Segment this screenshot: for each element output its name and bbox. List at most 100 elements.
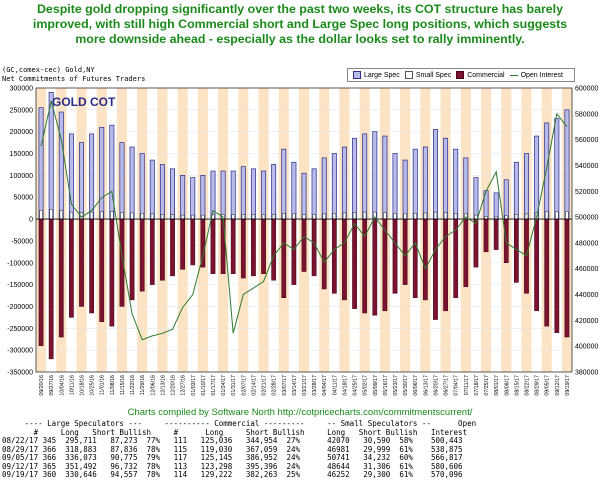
legend-label: Large Spec (364, 71, 400, 79)
large-spec-bar (220, 170, 226, 220)
legend-item-small-spec: Small Spec (404, 71, 452, 79)
small-spec-bar (191, 214, 195, 220)
small-spec-bar (241, 213, 246, 220)
x-tick-label: 01/10/17 (201, 375, 207, 396)
large-spec-bar (230, 170, 236, 220)
x-tick-label: 06/06/17 (413, 375, 419, 396)
commercial-bar (190, 218, 196, 266)
legend-item-open-interest: Open Interest (509, 72, 563, 79)
small-spec-bar (292, 213, 296, 220)
commercial-bar (402, 218, 408, 285)
commercial-bar (544, 218, 550, 327)
chart-symbol-label: (GC,comex-cec) Gold,NY (2, 66, 95, 74)
y-right-tick-label: 560000 (575, 137, 598, 144)
table-header: ---- Large Speculators --- ---------- Co… (2, 419, 477, 428)
table-row: 08/22/17 345 295,711 87,273 77% 111 125,… (2, 436, 463, 445)
x-tick-label: 08/01/17 (494, 375, 500, 396)
commercial-bar (99, 218, 105, 323)
y-right-tick-label: 420000 (575, 318, 598, 325)
small-spec-bar (555, 211, 559, 220)
small-spec-bar (100, 211, 104, 220)
table-row: 09/05/17 366 336,073 90,775 79% 117 125,… (2, 453, 463, 462)
x-tick-label: 06/13/17 (423, 375, 429, 396)
x-tick-label: 06/27/17 (444, 375, 450, 396)
commercial-bar (463, 218, 469, 288)
table-row: 09/19/17 360 330,646 94,557 78% 114 129,… (2, 470, 463, 479)
commercial-bar (149, 218, 155, 285)
commercial-bar (48, 218, 54, 360)
small-spec-bar (322, 213, 326, 220)
x-tick-label: 08/15/17 (514, 375, 520, 396)
legend-swatch (404, 71, 413, 79)
commercial-bar (160, 218, 165, 281)
large-spec-bar (109, 124, 115, 220)
x-tick-label: 12/06/16 (150, 375, 156, 396)
y-left-tick-label: -150000 (7, 282, 33, 289)
large-spec-bar (311, 168, 317, 220)
small-spec-bar (271, 213, 276, 220)
large-spec-bar (139, 153, 145, 220)
x-tick-label: 07/25/17 (484, 375, 490, 396)
commercial-bar (311, 218, 317, 277)
x-tick-label: 02/28/17 (272, 375, 278, 396)
large-spec-bar (261, 170, 267, 220)
y-left-tick-label: -200000 (7, 304, 33, 311)
x-tick-label: 08/29/17 (535, 375, 541, 396)
small-spec-bar (362, 211, 367, 220)
small-spec-bar (352, 212, 357, 220)
plot-frame (35, 87, 573, 373)
headline-line: improved, with still high Commercial sho… (32, 17, 568, 31)
commercial-bar (180, 218, 186, 270)
legend-label: Small Spec (415, 71, 452, 79)
y-left-tick-label: 300000 (10, 86, 33, 93)
x-tick-label: 09/27/16 (49, 375, 55, 396)
x-tick-label: 05/09/17 (373, 375, 379, 396)
large-spec-bar (180, 175, 186, 220)
x-tick-label: 03/28/17 (312, 375, 318, 396)
small-spec-bar (140, 213, 144, 220)
x-tick-label: 07/18/17 (474, 375, 480, 396)
x-tick-label: 03/14/17 (292, 375, 298, 396)
small-spec-bar (150, 213, 155, 220)
x-tick-label: 02/07/17 (241, 375, 247, 396)
large-spec-bar (149, 159, 155, 220)
x-tick-label: 07/04/17 (454, 375, 460, 396)
chart-credit: Charts compiled by Software North http:/… (127, 407, 473, 418)
table-header: # Long Short Bullish # Long Short Bullis… (2, 427, 468, 437)
x-tick-label: 07/11/17 (464, 375, 470, 395)
y-right-tick-label: 400000 (575, 344, 598, 351)
large-spec-bar (58, 111, 64, 220)
large-spec-bar (119, 142, 125, 220)
legend-swatch (456, 71, 465, 79)
x-tick-label: 10/11/16 (69, 375, 75, 395)
headline-line: more downside ahead - especially as the … (75, 32, 525, 46)
small-spec-bar (524, 213, 529, 220)
x-tick-label: 06/20/17 (433, 375, 439, 396)
x-tick-label: 08/22/17 (524, 375, 530, 396)
y-left-tick-label: -300000 (7, 348, 33, 355)
large-spec-bar (341, 146, 347, 220)
large-spec-bar (352, 137, 358, 220)
commercial-bar (443, 218, 448, 312)
x-tick-label: 11/08/16 (110, 375, 116, 395)
y-right-tick-label: 380000 (575, 370, 598, 377)
x-tick-label: 08/08/17 (504, 375, 510, 396)
large-spec-bar (159, 164, 165, 220)
small-spec-bar (383, 212, 387, 220)
x-tick-label: 05/02/17 (363, 375, 369, 396)
commercial-bar (422, 218, 428, 301)
large-spec-bar (38, 107, 44, 220)
large-spec-bar (331, 153, 337, 220)
x-tick-label: 10/18/16 (80, 375, 86, 396)
large-spec-bar (412, 148, 418, 220)
commercial-bar (69, 218, 74, 318)
commercial-bar (352, 218, 357, 309)
small-spec-bar (69, 211, 74, 220)
y-left-tick-label: 100000 (10, 173, 33, 180)
x-tick-label: 01/24/17 (221, 375, 227, 396)
x-tick-label: 04/18/17 (342, 375, 348, 396)
x-tick-label: 05/30/17 (403, 375, 409, 396)
x-tick-label: 01/31/17 (231, 375, 237, 396)
small-spec-bar (413, 213, 417, 220)
commercial-bar (564, 218, 570, 338)
